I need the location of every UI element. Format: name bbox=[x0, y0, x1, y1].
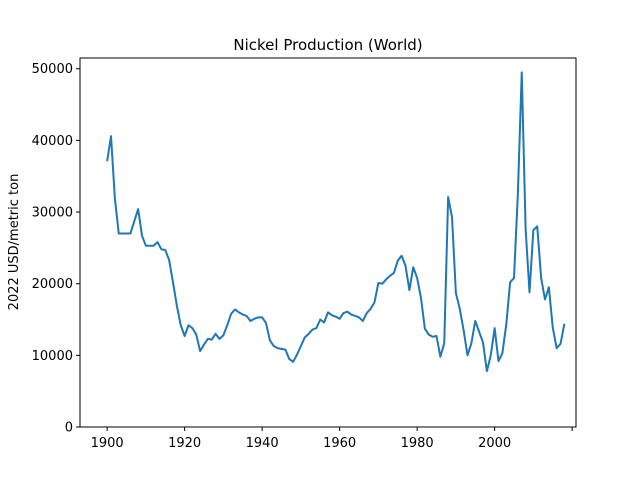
x-tick-label: 1920 bbox=[168, 436, 201, 451]
y-tick-label: 40000 bbox=[32, 134, 73, 149]
y-tick-label: 30000 bbox=[32, 206, 73, 221]
x-axis: 1900 1920 1940 1960 1980 2000 bbox=[91, 427, 573, 451]
plot-frame bbox=[79, 57, 577, 428]
y-axis-label: 2022 USD/metric ton bbox=[7, 174, 22, 311]
y-axis: 0 10000 20000 30000 40000 50000 bbox=[32, 62, 80, 436]
y-tick-label: 0 bbox=[65, 421, 73, 436]
x-tick-label: 1940 bbox=[246, 436, 279, 451]
plot-area bbox=[106, 71, 566, 373]
x-tick-label: 2000 bbox=[478, 436, 511, 451]
x-tick-label: 1980 bbox=[401, 436, 434, 451]
x-tick-label: 1900 bbox=[91, 436, 124, 451]
y-tick-label: 20000 bbox=[32, 277, 73, 292]
x-tick-label: 1960 bbox=[323, 436, 356, 451]
y-tick-label: 50000 bbox=[32, 62, 73, 77]
chart-title: Nickel Production (World) bbox=[233, 36, 422, 54]
series-line-0 bbox=[106, 71, 566, 373]
y-tick-label: 10000 bbox=[32, 349, 73, 364]
